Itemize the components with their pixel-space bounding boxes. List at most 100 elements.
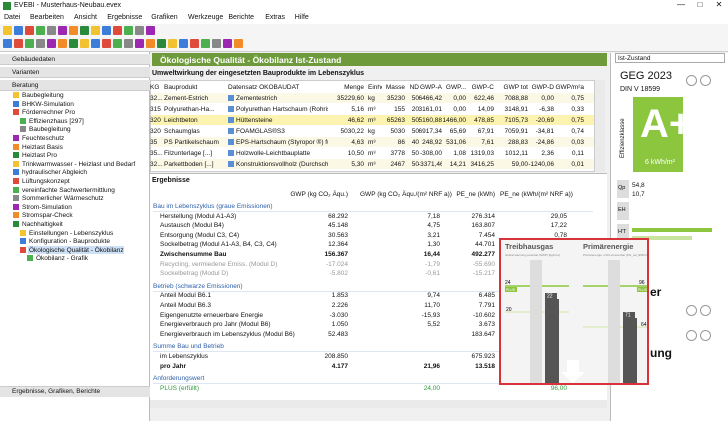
toolbar-button[interactable]: [124, 26, 133, 35]
table-row: [151, 137, 594, 147]
row-value: 6.485: [478, 292, 495, 300]
menu-item[interactable]: Werkzeuge: [188, 14, 224, 21]
tree-item[interactable]: BHKW-Simulation: [22, 100, 74, 108]
tree-item[interactable]: Baubegleitung: [22, 92, 64, 99]
toolbar-button[interactable]: [168, 39, 177, 48]
toolbar-button[interactable]: [113, 26, 122, 35]
toolbar-button[interactable]: [80, 39, 89, 48]
toolbar-button[interactable]: [14, 26, 23, 35]
table-cell: PS Partikelschaum: [164, 139, 219, 146]
tree-item[interactable]: Sommerlicher Wärmeschutz: [22, 195, 104, 203]
tree-item[interactable]: Ökologische Qualität - Ökobilanz: [29, 246, 124, 254]
column-header: GWP-A: [419, 84, 442, 91]
toolbar-button[interactable]: [36, 39, 45, 48]
table-cell: Polyurethan-Ha...: [164, 106, 215, 113]
table-cell: Zementestrich: [236, 95, 278, 102]
menu-item[interactable]: Berichte: [228, 14, 255, 21]
section-title[interactable]: Ergebnisse, Grafiken, Berichte: [12, 388, 101, 395]
table-cell: -1240,06: [528, 161, 554, 168]
table-cell: m³: [368, 139, 376, 146]
menu-item[interactable]: Hilfe: [294, 14, 309, 21]
tree-item[interactable]: Heizlast Pro: [22, 152, 58, 160]
table-cell: 46,62: [347, 117, 364, 124]
section-title[interactable]: Beratung: [12, 82, 39, 89]
tree-item[interactable]: Ökobilanz - Grafik: [36, 255, 89, 263]
menu-item[interactable]: Ansicht: [74, 14, 97, 21]
table-cell: 0,00: [541, 95, 554, 102]
window-button[interactable]: —: [677, 0, 685, 9]
toolbar-button[interactable]: [135, 39, 144, 48]
menu-item[interactable]: Grafiken: [151, 14, 178, 21]
toolbar-button[interactable]: [102, 26, 111, 35]
window-button[interactable]: ✕: [715, 0, 723, 9]
menu-item[interactable]: Bearbeiten: [30, 14, 64, 21]
table-row: [151, 115, 594, 125]
toolbar-button[interactable]: [223, 39, 232, 48]
column-header: Masse: [385, 84, 405, 91]
tree-item[interactable]: hydraulischer Abgleich: [22, 169, 88, 177]
menu-item[interactable]: Extras: [265, 14, 286, 21]
toolbar-button[interactable]: [201, 39, 210, 48]
column-header: GWP/m²a: [555, 84, 584, 91]
tree-item[interactable]: Strom-Simulation: [22, 203, 72, 211]
row-value: -15.217: [472, 270, 495, 278]
tree-item[interactable]: Baubegleitung: [29, 126, 71, 134]
chart-subtitle: Primärenergie, nicht erneuerbar (PE_ne) …: [583, 253, 647, 257]
section-title[interactable]: Gebäudedaten: [12, 56, 56, 63]
toolbar-button[interactable]: [234, 39, 243, 48]
tree-item[interactable]: Lüftungskonzept: [22, 178, 70, 185]
row-value: 0,78: [554, 231, 567, 239]
table-cell: 478,85: [474, 117, 494, 124]
column-header: GWP tot: [503, 84, 528, 91]
dropdown[interactable]: [615, 53, 725, 63]
toolbar-button[interactable]: [179, 39, 188, 48]
toolbar: [0, 24, 728, 52]
column-header: KG: [150, 84, 160, 91]
chart-title: Treibhausgas: [505, 242, 553, 251]
toolbar-button[interactable]: [47, 26, 56, 35]
row-value: 45.148: [328, 222, 348, 230]
toolbar-button[interactable]: [113, 39, 122, 48]
tree-item[interactable]: Trinkwarmwasser - Heizlast und Bedarf: [22, 160, 136, 168]
toolbar-button[interactable]: [146, 39, 155, 48]
tree-item[interactable]: Förderrechner Pro: [22, 109, 76, 117]
toolbar-button[interactable]: [69, 26, 78, 35]
tree-item[interactable]: Konfiguration - Bauprodukte: [29, 238, 110, 246]
table-cell: 1319,03: [470, 150, 495, 157]
section-title[interactable]: Varianten: [12, 69, 40, 76]
toolbar-button[interactable]: [3, 26, 12, 35]
toolbar-button[interactable]: [135, 26, 144, 35]
menu-item[interactable]: Datei: [4, 14, 21, 21]
tree-item[interactable]: Einstellungen - Lebenszyklus: [29, 229, 114, 237]
toolbar-button[interactable]: [91, 39, 100, 48]
toolbar-button[interactable]: [36, 26, 45, 35]
toolbar-button[interactable]: [124, 39, 133, 48]
toolbar-button[interactable]: [58, 26, 67, 35]
toolbar-button[interactable]: [25, 26, 34, 35]
section-header: [0, 386, 150, 397]
menu-item[interactable]: Ergebnisse: [107, 14, 143, 21]
toolbar-button[interactable]: [14, 39, 23, 48]
toolbar-button[interactable]: [58, 39, 67, 48]
toolbar-button[interactable]: [3, 39, 12, 48]
tree-item[interactable]: Effizienzhaus [297]: [29, 117, 84, 125]
toolbar-button[interactable]: [25, 39, 34, 48]
toolbar-button[interactable]: [157, 39, 166, 48]
toolbar-button[interactable]: [91, 26, 100, 35]
toolbar-button[interactable]: [80, 26, 89, 35]
window-button[interactable]: □: [697, 0, 703, 9]
toolbar-button[interactable]: [102, 39, 111, 48]
toolbar-button[interactable]: [212, 39, 221, 48]
toolbar-button[interactable]: [190, 39, 199, 48]
toolbar-button[interactable]: [47, 39, 56, 48]
tree-item[interactable]: Nachhaltigkeit: [22, 221, 63, 228]
toolbar-button[interactable]: [69, 39, 78, 48]
tree-item[interactable]: Stromspar-Check: [22, 212, 73, 220]
tree-item[interactable]: Feuchteschutz: [22, 135, 65, 142]
row-label: Zwischensumme Bau: [160, 251, 227, 258]
table-cell: 3416,25: [470, 161, 495, 168]
toolbar-button[interactable]: [146, 26, 155, 35]
tree-item[interactable]: Heizlast Basis: [22, 143, 63, 151]
table-cell: Hüttensteine: [236, 117, 273, 124]
tree-item[interactable]: vereinfachte Sachwertermittlung: [22, 186, 115, 194]
